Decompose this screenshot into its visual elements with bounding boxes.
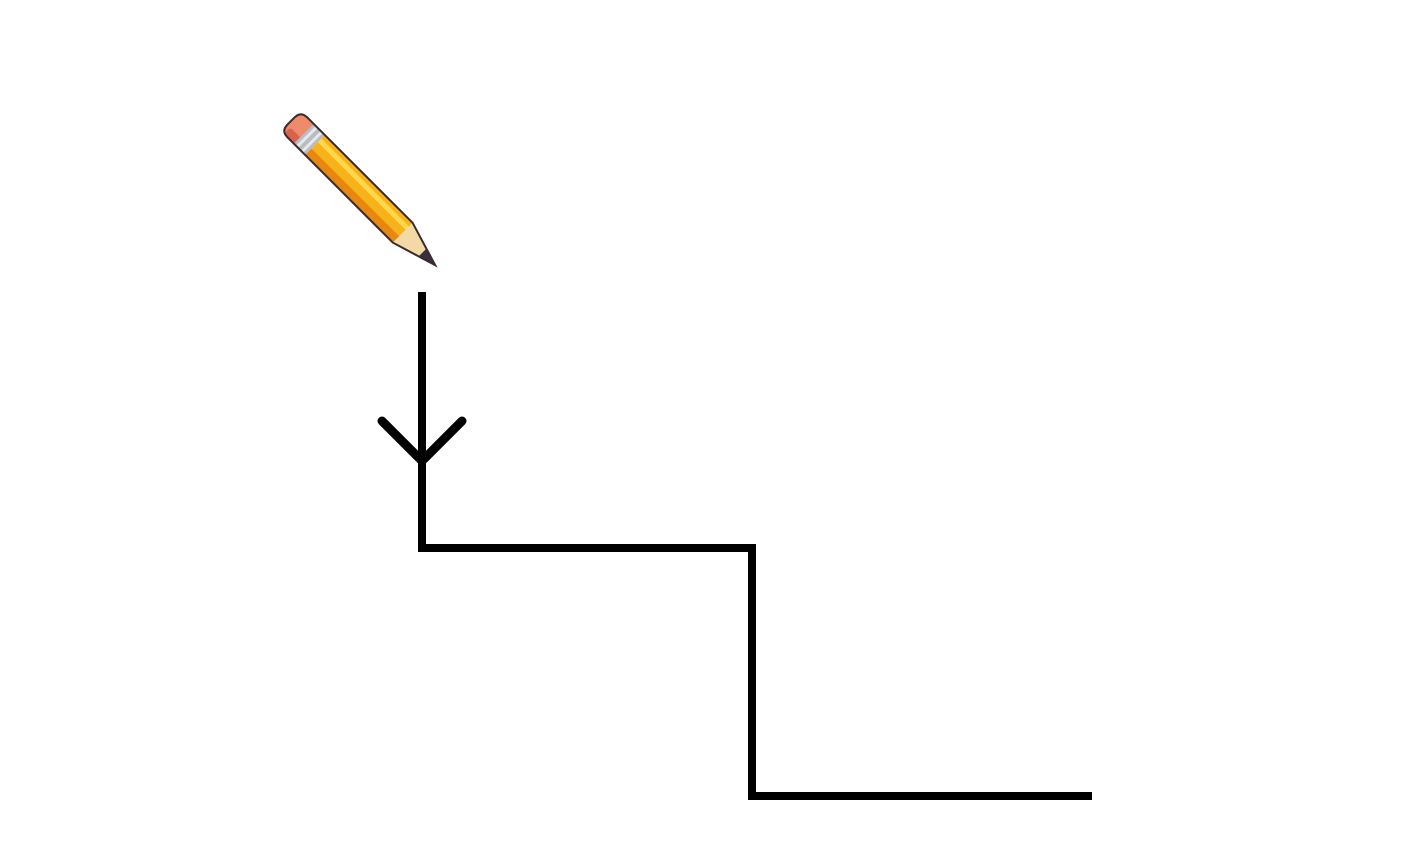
- pencil-body-highlight: [317, 138, 410, 230]
- stepped-path-line: [418, 292, 1092, 800]
- pencil-ferrule: [293, 123, 325, 155]
- pencil-ferrule-highlight: [295, 125, 318, 148]
- pencil-body: [305, 135, 413, 243]
- pencil-ferrule-highlight: [300, 130, 323, 153]
- pencil-wood-tip: [392, 222, 432, 262]
- pencil-outline: [283, 113, 438, 268]
- down-arrow-icon: [377, 416, 467, 466]
- pencil-icon: [283, 113, 438, 268]
- pencil-body-shade: [305, 148, 400, 243]
- pencil-lead: [418, 248, 436, 266]
